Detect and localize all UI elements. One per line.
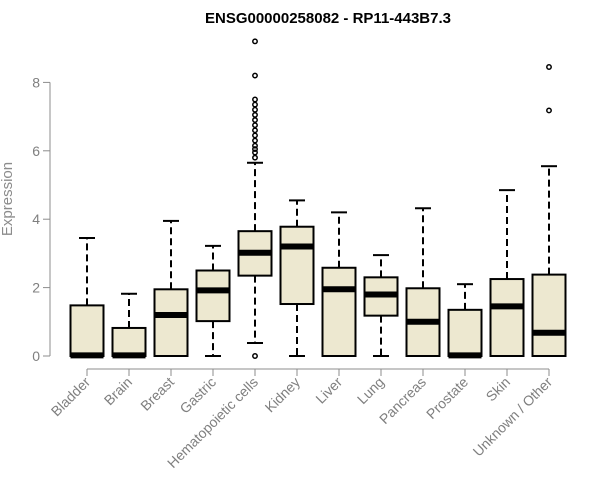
box-iqr: [279, 225, 315, 306]
outlier-point: [252, 137, 258, 144]
box-iqr: [489, 278, 525, 357]
x-tick-label: Brain: [101, 374, 135, 408]
box-iqr: [321, 266, 357, 358]
x-tick-label: Breast: [137, 374, 177, 414]
box-bladder: [69, 237, 105, 359]
x-tick-label: Pancreas: [376, 374, 429, 427]
outlier-point: [252, 142, 258, 149]
box-hematopoietic-cells: [237, 38, 273, 359]
outlier-point: [252, 72, 258, 79]
y-axis-label: Expression: [0, 162, 16, 236]
box-iqr: [195, 269, 231, 323]
y-tick-label: 2: [32, 280, 40, 296]
outlier-point: [252, 149, 258, 156]
y-tick-label: 0: [32, 348, 40, 364]
outlier-point: [546, 64, 552, 70]
y-tick-label: 4: [32, 211, 40, 227]
x-tick-label: Lung: [354, 374, 387, 407]
x-tick-label: Prostate: [423, 374, 471, 422]
box-iqr: [69, 304, 105, 358]
box-lung: [363, 254, 399, 357]
box-liver: [321, 211, 357, 358]
box-series: [69, 38, 567, 359]
x-tick-label: Bladder: [48, 374, 94, 420]
x-tick-label: Unknown / Other: [470, 374, 556, 460]
box-brain: [111, 292, 147, 359]
outlier-point: [252, 96, 258, 103]
outlier-point: [252, 106, 258, 113]
box-unknown-other: [531, 64, 567, 358]
box-pancreas: [405, 207, 441, 357]
x-tick-label: Skin: [483, 374, 514, 405]
box-iqr: [447, 308, 483, 357]
outlier-point: [252, 122, 258, 129]
chart-title: ENSG00000258082 - RP11-443B7.3: [205, 10, 451, 27]
y-tick-label: 6: [32, 143, 40, 159]
outlier-point: [252, 127, 258, 134]
x-tick-label: Liver: [312, 374, 345, 407]
box-iqr: [153, 288, 189, 357]
box-gastric: [195, 244, 231, 357]
x-tick-label: Kidney: [262, 374, 304, 416]
outlier-point: [252, 111, 258, 118]
outlier-point: [546, 107, 552, 114]
box-skin: [489, 189, 525, 357]
box-breast: [153, 219, 189, 357]
box-iqr: [531, 273, 567, 358]
outlier-point: [252, 154, 258, 161]
outlier-point: [252, 117, 258, 123]
outlier-point: [252, 101, 258, 108]
box-iqr: [111, 326, 147, 357]
box-prostate: [447, 283, 483, 359]
outlier-point: [252, 353, 258, 359]
outlier-point: [252, 132, 258, 139]
y-axis: 0 2 4 6 8: [32, 74, 51, 364]
y-tick-label: 8: [32, 74, 40, 90]
outlier-point: [252, 146, 258, 153]
outlier-point: [252, 38, 258, 45]
box-kidney: [279, 199, 315, 357]
